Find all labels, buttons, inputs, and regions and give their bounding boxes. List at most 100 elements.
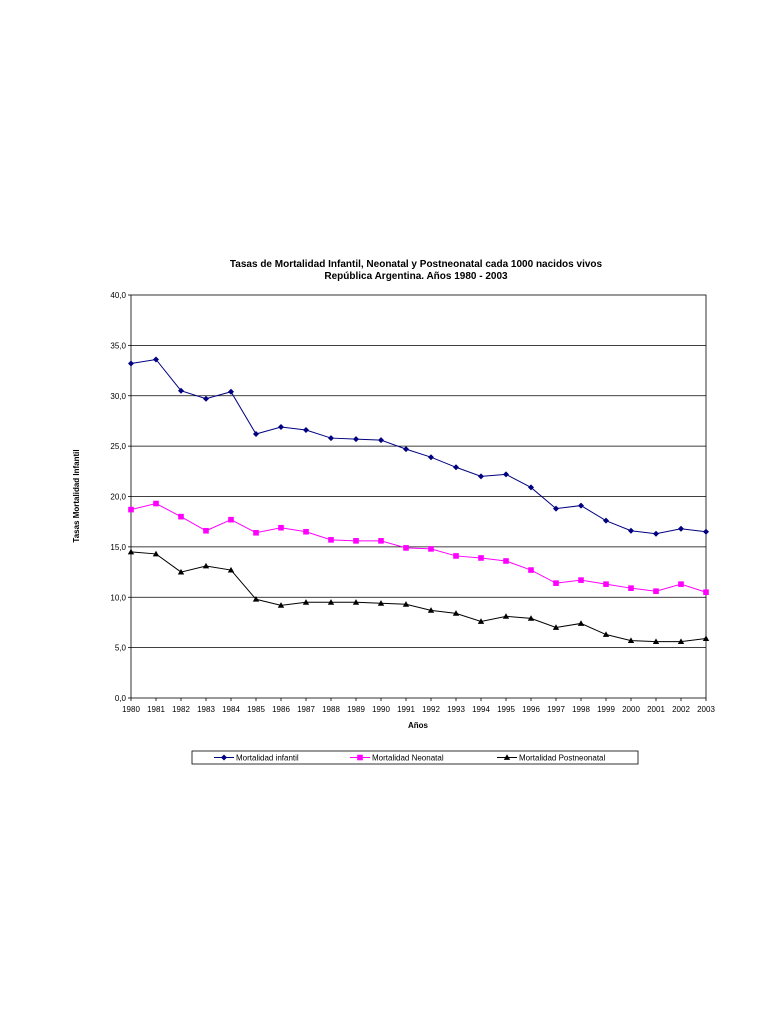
data-point (278, 524, 284, 531)
legend-box (191, 750, 639, 765)
data-point (678, 525, 684, 532)
data-point (652, 638, 660, 644)
data-point (628, 527, 634, 534)
series-line (130, 551, 707, 643)
data-point (528, 567, 534, 573)
data-point (452, 610, 460, 616)
data-point (503, 558, 509, 564)
data-point (278, 423, 284, 430)
x-tick-label: 1981 (147, 705, 165, 714)
data-point (153, 356, 159, 363)
x-axis-title: Años (408, 721, 429, 730)
data-point (528, 484, 534, 491)
data-point (353, 436, 359, 443)
data-point (677, 638, 685, 644)
data-point (252, 596, 260, 602)
data-point (527, 615, 535, 621)
data-point (302, 599, 310, 605)
data-point (203, 527, 209, 534)
data-point (328, 537, 334, 543)
data-point (228, 516, 234, 523)
data-point (378, 538, 384, 544)
data-point (178, 387, 184, 394)
series-mortalidad-infantil (128, 356, 709, 537)
data-point (653, 530, 659, 537)
x-tick-label: 1983 (197, 705, 215, 714)
y-tick-label: 25,0 (110, 442, 126, 451)
data-point (503, 471, 509, 478)
plot-area: 0,0 5,0 10,0 15,0 20,0 25,0 30,0 35,0 40,0 1980 19… (110, 291, 715, 714)
x-tick-label: 1996 (522, 705, 540, 714)
x-tick-label: 1989 (347, 705, 365, 714)
y-tick-label: 30,0 (110, 392, 126, 401)
x-tick-label: 1999 (597, 705, 615, 714)
x-tick-label: 1993 (447, 705, 465, 714)
data-point (428, 454, 434, 461)
x-tick-label: 2001 (647, 705, 665, 714)
legend-marker (503, 754, 511, 760)
data-point (378, 437, 384, 444)
data-point (453, 464, 459, 471)
legend-marker (357, 754, 363, 761)
data-point (703, 528, 709, 535)
data-point (478, 555, 484, 561)
data-point (202, 562, 210, 569)
data-point (177, 568, 185, 575)
data-point (628, 585, 634, 591)
data-point (128, 360, 134, 367)
legend-label: Mortalidad infantil (236, 754, 299, 763)
x-tick-label: 1994 (472, 705, 490, 714)
data-point (603, 581, 609, 587)
x-tick-label: 1990 (372, 705, 390, 714)
data-point (702, 635, 710, 641)
y-tick-label: 35,0 (110, 341, 126, 350)
y-tick-label: 5,0 (115, 644, 127, 653)
data-point (577, 620, 585, 626)
data-point (128, 506, 134, 513)
chart-title: Tasas de Mortalidad Infantil, Neonatal y… (230, 259, 603, 270)
series-mortalidad-postneonatal (127, 548, 710, 644)
data-point (403, 545, 409, 551)
x-tick-label: 2002 (672, 705, 690, 714)
legend-label: Mortalidad Postneonatal (519, 754, 606, 763)
data-point (427, 607, 435, 613)
data-point (152, 550, 160, 557)
data-point (403, 446, 409, 453)
data-point (178, 513, 184, 520)
data-point (428, 546, 434, 552)
data-point (553, 580, 559, 586)
data-point (352, 599, 360, 605)
x-tick-label: 2000 (622, 705, 640, 714)
x-tick-label: 1986 (272, 705, 290, 714)
chart-subtitle: República Argentina. Años 1980 - 2003 (324, 271, 508, 282)
data-point (303, 528, 309, 535)
data-point (127, 548, 135, 555)
data-point (603, 517, 609, 524)
data-point (328, 435, 334, 442)
data-point (203, 395, 209, 402)
data-point (578, 577, 584, 583)
data-point (153, 500, 159, 507)
data-point (478, 473, 484, 480)
series-line (130, 358, 707, 535)
data-point (227, 566, 235, 573)
x-tick-label: 1992 (422, 705, 440, 714)
x-tick-label: 1985 (247, 705, 265, 714)
x-tick-label: 1984 (222, 705, 240, 714)
data-point (253, 431, 259, 438)
y-tick-label: 0,0 (115, 694, 127, 703)
data-point (377, 600, 385, 606)
data-point (228, 388, 234, 395)
data-point (678, 581, 684, 587)
x-tick-label: 1982 (172, 705, 190, 714)
x-tick-label: 1997 (547, 705, 565, 714)
x-tick-label: 1987 (297, 705, 315, 714)
series-mortalidad-neonatal (128, 500, 709, 596)
y-tick-label: 10,0 (110, 593, 126, 602)
data-point (653, 588, 659, 595)
y-tick-label: 15,0 (110, 543, 126, 552)
x-tick-label: 1991 (397, 705, 415, 714)
data-point (703, 589, 709, 596)
y-tick-label: 20,0 (110, 493, 126, 502)
legend-marker (221, 754, 227, 761)
